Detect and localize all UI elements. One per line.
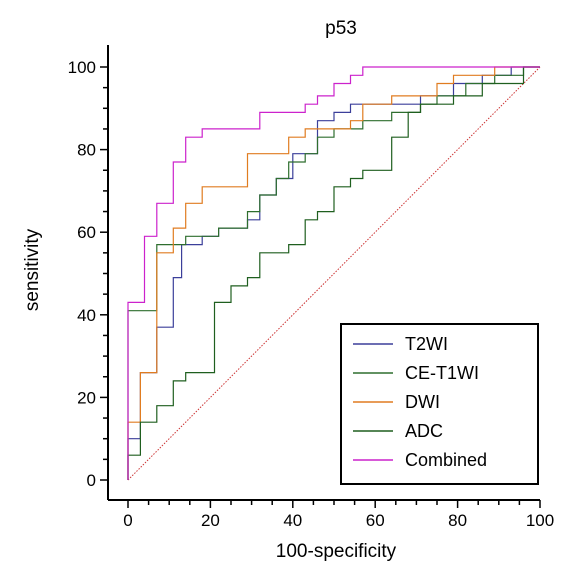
legend-label: DWI (405, 392, 440, 412)
x-tick-label: 80 (448, 511, 467, 530)
y-tick-label: 20 (77, 388, 96, 407)
series-line-dwi (127, 66, 540, 480)
legend: T2WI CE-T1WI DWI ADC Combined (340, 323, 539, 485)
x-tick-label: 0 (123, 511, 132, 530)
y-tick-label: 40 (77, 306, 96, 325)
legend-label: ADC (405, 421, 443, 441)
x-tick-label: 40 (283, 511, 302, 530)
legend-box (340, 323, 539, 485)
series-line-combined (127, 66, 540, 480)
diagonal-reference-line (127, 66, 541, 481)
series-line-adc (127, 66, 540, 480)
reference-diagonal (127, 66, 541, 481)
x-tick-label: 20 (201, 511, 220, 530)
legend-label: T2WI (405, 334, 448, 354)
legend-label: Combined (405, 450, 487, 470)
x-axis-label: 100-specificity (276, 541, 397, 562)
legend-label: CE-T1WI (405, 363, 479, 383)
x-tick-label: 60 (366, 511, 385, 530)
series-lines (127, 66, 540, 480)
x-tick-label: 100 (526, 511, 554, 530)
y-axis-label: sensitivity (22, 228, 43, 311)
y-tick-label: 0 (87, 471, 96, 490)
axes: 0 20 40 60 80 100 0 20 40 60 80 100 (68, 45, 554, 530)
y-tick-label: 80 (77, 141, 96, 160)
y-tick-label: 100 (68, 58, 96, 77)
y-tick-label: 60 (77, 223, 96, 242)
chart-title: p53 (325, 18, 357, 39)
